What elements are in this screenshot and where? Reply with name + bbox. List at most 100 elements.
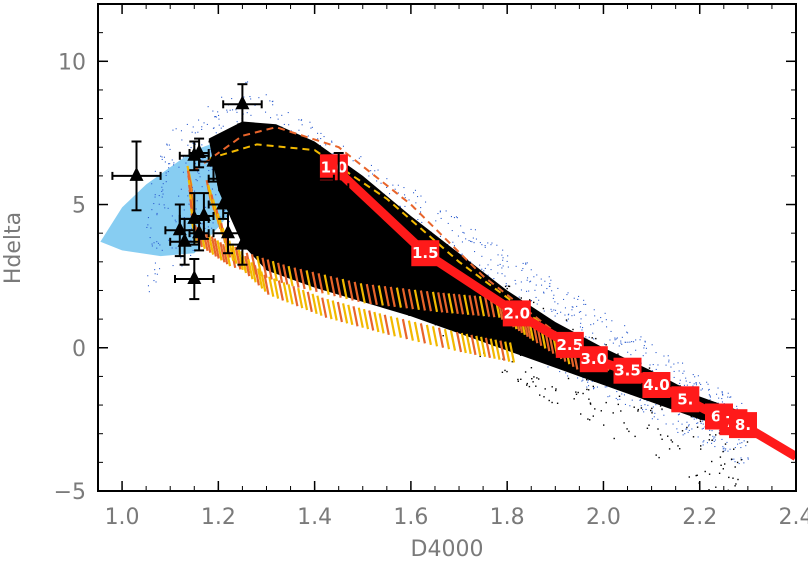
blue-scatter-point — [693, 418, 695, 420]
black-scatter-point — [304, 171, 307, 173]
blue-scatter-point — [591, 380, 593, 382]
blue-scatter-point — [163, 156, 165, 158]
blue-scatter-point — [468, 240, 470, 242]
black-scatter-point — [267, 158, 270, 160]
black-scatter-point — [722, 450, 724, 453]
hatch-mark — [407, 320, 414, 341]
blue-scatter-point — [211, 227, 213, 229]
x-tick-label: 1.0 — [105, 505, 140, 530]
black-scatter-point — [466, 295, 468, 297]
blue-scatter-point — [317, 138, 319, 140]
hatch-mark — [452, 293, 459, 315]
black-scatter-point — [529, 299, 531, 301]
blue-scatter-point — [709, 395, 711, 397]
black-scatter-point — [327, 218, 330, 220]
blue-scatter-point — [625, 341, 627, 343]
blue-scatter-point — [740, 447, 742, 449]
black-scatter-point — [339, 207, 341, 209]
blue-scatter-point — [606, 326, 608, 328]
hatch-mark — [247, 258, 254, 280]
black-scatter-point — [536, 377, 538, 379]
blue-scatter-point — [159, 268, 161, 270]
blue-scatter-point — [624, 341, 626, 343]
black-scatter-point — [303, 242, 306, 244]
hatch-mark — [234, 246, 241, 268]
hatch-mark — [208, 234, 215, 255]
blue-scatter-point — [497, 272, 499, 274]
blue-scatter-point — [540, 278, 542, 280]
black-scatter-point — [659, 434, 662, 436]
triangle-marker — [129, 166, 144, 181]
blue-scatter-point — [147, 217, 149, 219]
hatch-mark — [336, 301, 343, 323]
blue-scatter-point — [245, 81, 247, 83]
blue-scatter-point — [566, 320, 568, 322]
hatch-mark — [347, 304, 354, 326]
black-scatter-point — [700, 448, 702, 450]
blue-scatter-point — [727, 392, 729, 394]
blue-scatter-point — [150, 227, 152, 229]
black-scatter-point — [273, 188, 275, 191]
blue-scatter-point — [169, 148, 171, 150]
black-scatter-point — [595, 337, 597, 340]
blue-scatter-point — [585, 303, 587, 305]
blue-scatter-point — [576, 305, 578, 307]
blue-scatter-point — [163, 204, 165, 206]
black-scatter-point — [506, 370, 508, 373]
x-tick-label: 2.4 — [779, 505, 808, 530]
black-scatter-point — [499, 322, 502, 325]
blue-scatter-point — [577, 298, 579, 300]
black-scatter-point — [692, 436, 695, 438]
blue-scatter-point — [484, 246, 486, 248]
blue-scatter-point — [160, 155, 162, 157]
blue-scatter-point — [386, 186, 388, 188]
x-tick-label: 1.6 — [393, 505, 428, 530]
black-scatter-point — [407, 274, 410, 277]
black-scatter-point — [288, 180, 291, 182]
hatch-mark — [347, 280, 354, 301]
blue-scatter-point — [722, 448, 724, 450]
hatch-mark — [373, 311, 380, 333]
blue-scatter-point — [320, 132, 322, 134]
blue-scatter-point — [453, 217, 455, 219]
blue-scatter-point — [474, 251, 476, 253]
blue-scatter-point — [269, 100, 271, 102]
blue-scatter-point — [250, 114, 252, 116]
hatch-mark — [494, 339, 501, 360]
blue-scatter-point — [397, 184, 399, 186]
blue-scatter-point — [417, 219, 419, 221]
blue-scatter-point — [530, 300, 532, 302]
hatch-mark — [377, 285, 384, 306]
black-scatter-point — [503, 290, 505, 292]
blue-scatter-point — [567, 292, 569, 294]
blue-scatter-point — [541, 284, 543, 286]
black-scatter-point — [724, 463, 726, 465]
blue-scatter-point — [624, 325, 626, 327]
blue-scatter-point — [175, 128, 177, 130]
blue-scatter-point — [685, 428, 687, 430]
x-tick-label: 1.8 — [490, 505, 525, 530]
black-scatter-point — [503, 330, 505, 332]
blue-scatter-point — [231, 98, 233, 100]
black-scatter-point — [695, 474, 697, 477]
black-scatter-point — [733, 448, 735, 450]
track-age-label: 2.5 — [557, 336, 584, 354]
blue-scatter-point — [640, 336, 642, 338]
blue-scatter-point — [175, 221, 177, 223]
blue-scatter-point — [553, 294, 555, 296]
black-scatter-point — [254, 201, 256, 203]
blue-scatter-point — [724, 449, 726, 451]
black-scatter-point — [658, 456, 660, 459]
blue-scatter-point — [533, 276, 535, 278]
black-scatter-point — [548, 399, 550, 402]
blue-scatter-point — [571, 306, 573, 308]
blue-scatter-point — [192, 126, 194, 128]
blue-scatter-point — [246, 112, 248, 114]
blue-scatter-point — [544, 280, 546, 282]
blue-scatter-point — [154, 196, 156, 198]
blue-scatter-point — [502, 265, 504, 267]
black-scatter-point — [538, 378, 540, 380]
black-scatter-point — [551, 401, 553, 404]
black-scatter-point — [443, 319, 445, 321]
black-scatter-point — [704, 470, 706, 473]
